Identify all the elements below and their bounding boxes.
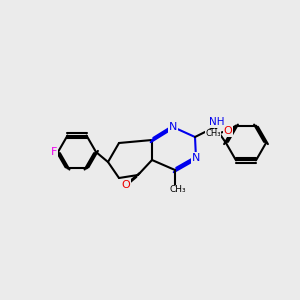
Text: N: N [192, 153, 200, 163]
Text: N: N [169, 122, 177, 132]
Text: O: O [122, 180, 130, 190]
Text: NH: NH [209, 117, 225, 127]
Text: F: F [51, 147, 57, 157]
Text: CH₃: CH₃ [170, 185, 186, 194]
Text: O: O [224, 126, 232, 136]
Text: CH₃: CH₃ [205, 129, 221, 138]
